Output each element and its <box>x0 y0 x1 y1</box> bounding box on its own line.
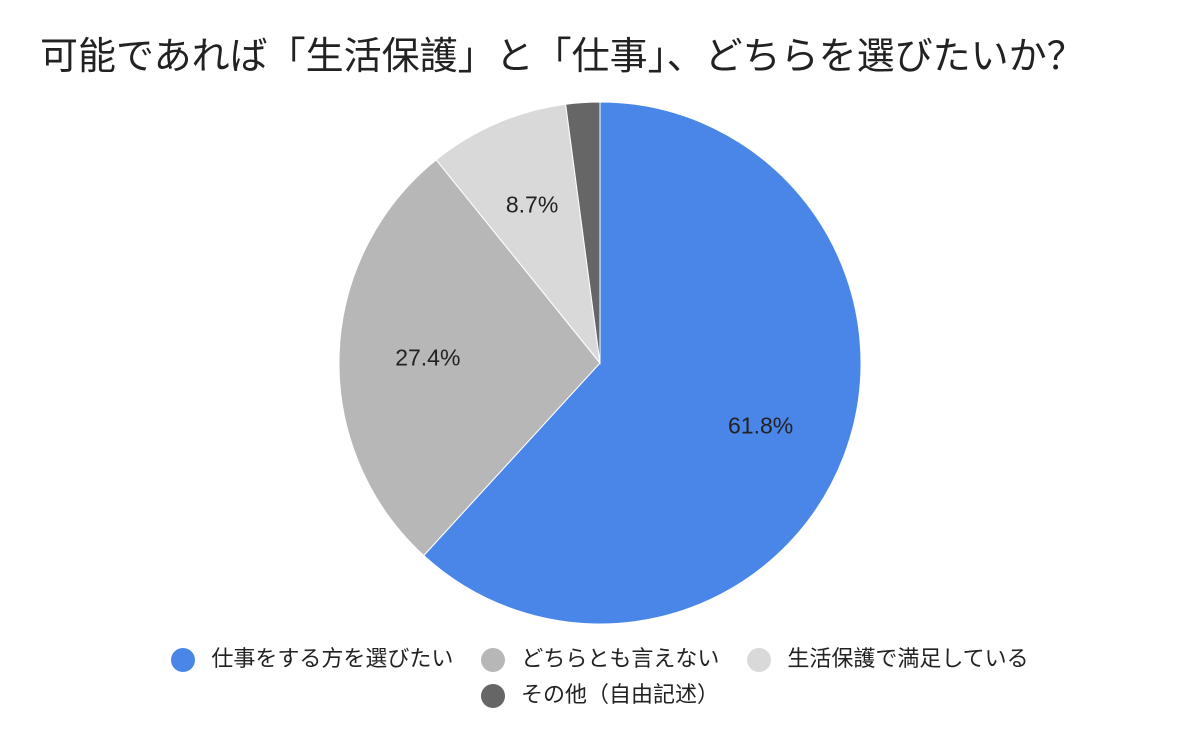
legend-item-welfare: 生活保護で満足している <box>747 642 1029 678</box>
legend-swatch-neither <box>481 648 506 672</box>
legend-item-work: 仕事をする方を選びたい <box>171 642 453 678</box>
legend-swatch-other <box>480 684 505 708</box>
legend-row-2: その他（自由記述） <box>0 678 1200 714</box>
legend-swatch-welfare <box>747 648 772 672</box>
legend-label-neither: どちらとも言えない <box>521 647 720 672</box>
legend-swatch-work <box>171 648 196 672</box>
chart-title: 可能であれば「生活保護」と「仕事」、どちらを選びたいか？ <box>40 34 1085 78</box>
slice-label-welfare: 8.7% <box>506 192 558 218</box>
pie-data-labels: 61.8% 27.4% 8.7% <box>395 192 793 439</box>
slice-label-neither: 27.4% <box>395 345 460 371</box>
pie-slices <box>338 101 862 625</box>
pie-slice-welfare <box>435 103 601 365</box>
legend-item-other: その他（自由記述） <box>480 678 719 714</box>
legend: 仕事をする方を選びたい どちらとも言えない 生活保護で満足している その他（自由… <box>0 642 1200 714</box>
slice-label-work: 61.8% <box>728 412 793 438</box>
legend-label-welfare: 生活保護で満足している <box>787 647 1029 672</box>
legend-label-other: その他（自由記述） <box>520 683 719 708</box>
pie-slice-other <box>565 101 601 364</box>
legend-label-work: 仕事をする方を選びたい <box>211 647 454 672</box>
legend-row-1: 仕事をする方を選びたい どちらとも言えない 生活保護で満足している <box>0 642 1200 678</box>
legend-item-neither: どちらとも言えない <box>481 642 719 678</box>
pie-slice-neither <box>338 159 601 557</box>
pie-slice-work <box>423 101 862 625</box>
